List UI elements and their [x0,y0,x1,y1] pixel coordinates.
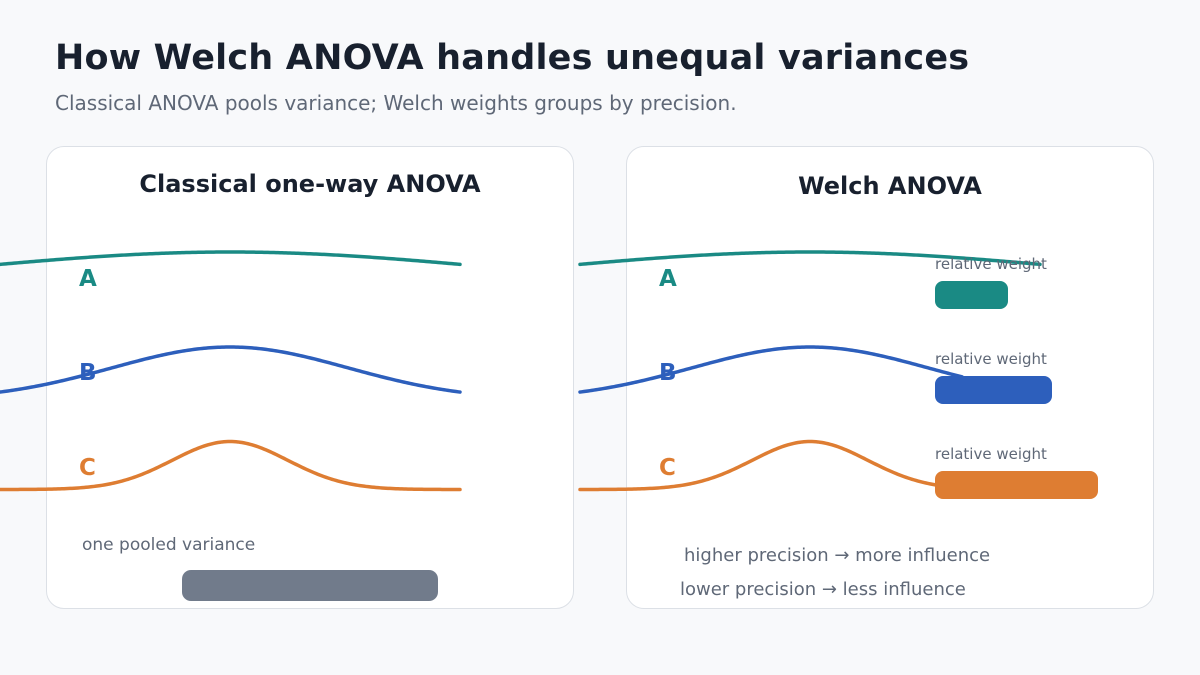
classical-panel-title: Classical one-way ANOVA [139,170,481,198]
classical-curve-c [0,439,462,492]
classical-curve-b [0,345,462,394]
weight-bar-c [935,471,1098,499]
welch-curve-a [578,250,1042,267]
classical-anova-panel: Classical one-way ANOVA [46,146,574,609]
weight-caption-a: relative weight [935,255,1047,273]
weight-bar-a [935,281,1008,309]
lower-precision-note: lower precision → less influence [680,579,966,600]
higher-precision-note: higher precision → more influence [684,545,991,566]
welch-group-b-label: B [659,360,677,386]
pooled-variance-bar [182,570,438,601]
welch-curve-c [578,439,938,492]
welch-anova-panel: Welch ANOVA [626,146,1154,609]
pooled-variance-caption: one pooled variance [82,535,256,555]
classical-group-c-label: C [79,455,96,481]
welch-panel-title: Welch ANOVA [798,172,982,200]
weight-caption-c: relative weight [935,445,1047,463]
weight-caption-b: relative weight [935,350,1047,368]
classical-group-b-label: B [79,360,97,386]
page-subtitle: Classical ANOVA pools variance; Welch we… [55,91,737,115]
classical-curve-a [0,250,462,267]
classical-group-a-label: A [79,266,97,292]
welch-group-c-label: C [659,455,676,481]
weight-bar-b [935,376,1052,404]
page-title: How Welch ANOVA handles unequal variance… [55,38,970,78]
welch-group-a-label: A [659,266,677,292]
welch-curve-b [578,345,964,394]
